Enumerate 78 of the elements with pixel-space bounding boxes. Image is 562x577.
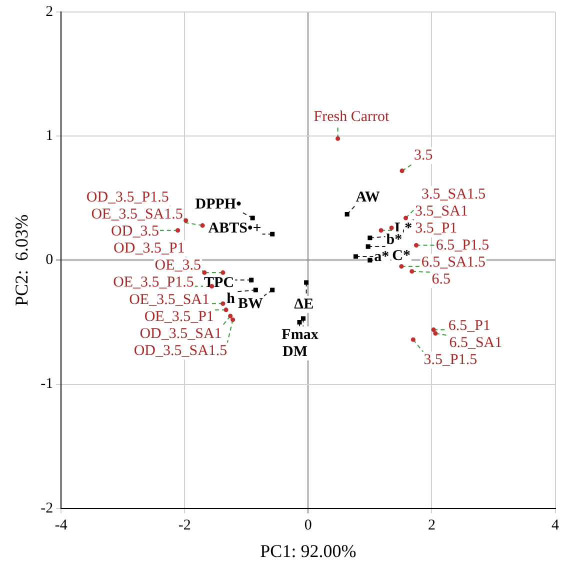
point (378, 228, 384, 233)
point (344, 212, 350, 217)
point (220, 301, 226, 306)
x-tick-label: 0 (304, 517, 312, 534)
annotation: OE_3.5 (154, 258, 202, 274)
point (410, 337, 416, 342)
point (400, 168, 404, 174)
annotation: TPC (204, 274, 234, 291)
annotation: b* (386, 232, 402, 248)
point (304, 280, 309, 285)
point (270, 232, 275, 236)
annotation: C* (392, 248, 411, 264)
annotation: 3.5_SA1.5 (421, 186, 486, 203)
point (410, 269, 414, 274)
annotation: 6.5_P1.5 (436, 238, 490, 254)
y-tick-label: 1 (46, 128, 54, 144)
point (336, 136, 340, 141)
y-tick-label: 2 (46, 4, 54, 20)
annotation: BW (238, 296, 264, 312)
point (366, 244, 370, 249)
point (300, 316, 306, 321)
x-tick-label: 4 (552, 517, 560, 534)
point (270, 288, 275, 292)
annotation: Fresh Carrot (314, 109, 390, 126)
point (389, 226, 394, 230)
annotation: Fmax (282, 326, 319, 343)
annotation: OD_3.5_P1 (114, 240, 185, 257)
annotation: ABTS•+ (208, 220, 262, 236)
point (220, 270, 226, 275)
annotation: OE_3.5_SA1.5 (91, 206, 183, 223)
y-tick-label: 0 (46, 252, 54, 268)
annotation: ΔE (294, 296, 314, 312)
annotation: a* (374, 248, 390, 265)
annotation: 3.5 (414, 148, 433, 164)
point (224, 308, 228, 312)
annotation: OE_3.5_P1.5 (113, 274, 194, 291)
point (368, 236, 372, 240)
annotation: OD_3.5_P1.5 (86, 190, 169, 206)
point (230, 317, 236, 322)
point (202, 270, 207, 275)
x-tick-label: -4 (54, 517, 68, 534)
annotation: OD_3.5_SA1.5 (134, 343, 228, 360)
annotation: OD_3.5 (111, 224, 159, 240)
annotation: 3.5_P1 (415, 220, 458, 237)
annotation: h (226, 291, 236, 308)
point (414, 243, 419, 248)
point (368, 258, 372, 262)
y-axis-title: PC2: 6.03% (12, 214, 32, 306)
point (176, 228, 180, 233)
point (200, 223, 205, 228)
annotation: 6.5_P1 (448, 318, 491, 334)
y-tick-label: -1 (40, 376, 54, 392)
annotation: OE_3.5_SA1 (129, 292, 210, 308)
point (297, 320, 302, 325)
annotation: DM (282, 344, 308, 360)
point (431, 327, 436, 332)
point (399, 264, 404, 269)
point (433, 331, 438, 336)
annotation: OE_3.5_P1 (144, 309, 214, 326)
x-tick-label: -2 (178, 517, 191, 534)
point (184, 218, 188, 223)
annotation: 6.5 (432, 272, 451, 288)
annotation: OD_3.5_SA1 (140, 326, 222, 342)
annotation: 6.5_SA1.5 (421, 254, 486, 271)
annotation: DPPH• (195, 196, 242, 212)
point (249, 278, 254, 282)
point (403, 216, 408, 220)
annotation: 3.5_SA1 (415, 204, 468, 220)
point (253, 288, 258, 292)
point (228, 314, 233, 318)
point (353, 254, 358, 259)
annotation: 6.5_SA1 (449, 335, 502, 352)
point (250, 216, 255, 220)
x-tick-label: 2 (428, 517, 436, 534)
x-axis-title: PC1: 92.00% (260, 540, 356, 561)
annotation: 3.5_P1.5 (424, 352, 478, 368)
annotation: AW (356, 189, 380, 206)
y-tick-label: -2 (40, 500, 54, 516)
